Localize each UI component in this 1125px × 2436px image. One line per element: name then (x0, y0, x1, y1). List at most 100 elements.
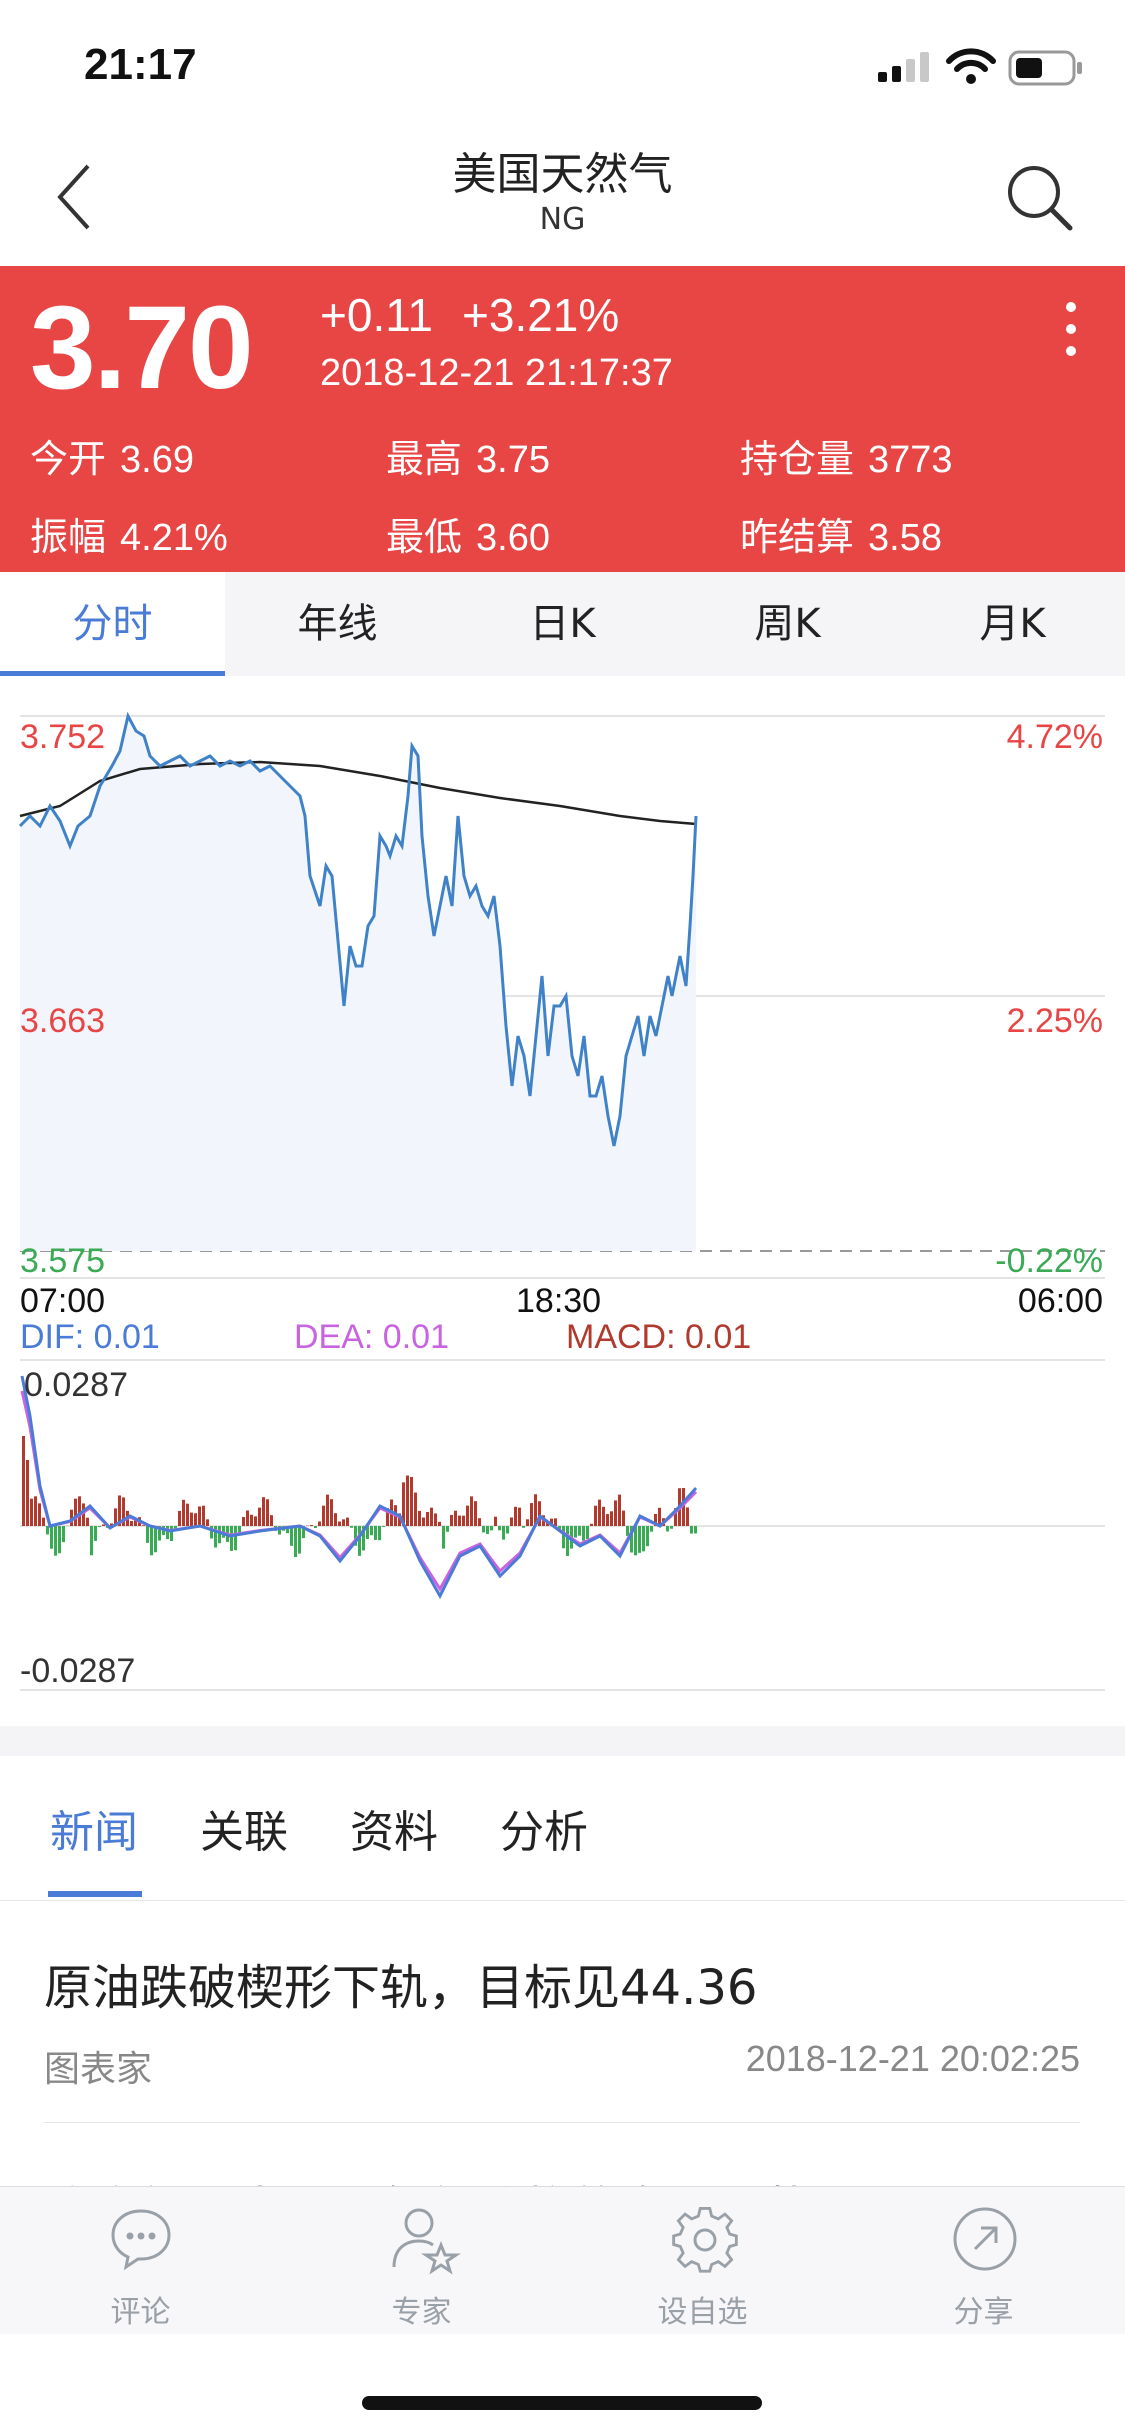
macd-bar (286, 1526, 289, 1534)
macd-bar (618, 1494, 621, 1526)
macd-bar (646, 1526, 649, 1547)
macd-bar (454, 1510, 457, 1526)
news-item-time: 2018-12-21 20:02:25 (745, 2038, 1080, 2079)
intraday-chart[interactable]: 3.752 3.663 3.575 4.72% 2.25% -0.22% 07:… (0, 676, 1125, 1726)
macd-bar (70, 1509, 73, 1526)
macd-bar (450, 1514, 453, 1526)
search-icon[interactable] (1004, 162, 1076, 234)
macd-bar (458, 1515, 461, 1526)
macd-bar (246, 1510, 249, 1526)
macd-bar (650, 1526, 653, 1532)
macd-bar (254, 1516, 257, 1526)
macd-bar (110, 1523, 113, 1526)
macd-bar (594, 1505, 597, 1526)
macd-bar (694, 1526, 697, 1534)
macd-bar (674, 1508, 677, 1526)
macd-bar (446, 1526, 449, 1532)
macd-bar (426, 1512, 429, 1526)
macd-bar (562, 1526, 565, 1549)
macd-bar (590, 1523, 593, 1526)
macd-bar (690, 1526, 693, 1534)
y-left-mid: 3.663 (20, 1002, 106, 1040)
share-icon (953, 2207, 1017, 2271)
quote-timestamp: 2018-12-21 21:17:37 (320, 352, 673, 394)
macd-bar (150, 1526, 153, 1556)
macd-bar (54, 1526, 57, 1556)
cellular-signal-icon (878, 52, 929, 82)
macd-bar (438, 1521, 441, 1526)
y-right-high: 4.72% (1006, 718, 1103, 756)
macd-bar (486, 1526, 489, 1535)
period-tabs: 分时 年线 日K 周K 月K (0, 572, 1125, 676)
macd-bar (666, 1526, 669, 1532)
macd-bar (466, 1505, 469, 1526)
macd-bar (538, 1501, 541, 1526)
macd-bar (322, 1505, 325, 1526)
macd-bar (478, 1518, 481, 1526)
stat-amplitude: 振幅 4.21% (30, 517, 228, 559)
tab-daily-k[interactable]: 日K (529, 601, 596, 647)
back-arrow-icon[interactable] (54, 162, 94, 232)
tab-weekly-k[interactable]: 周K (754, 601, 821, 647)
macd-bar (258, 1507, 261, 1526)
macd-bar (62, 1526, 65, 1543)
tab-news[interactable]: 新闻 (50, 1807, 138, 1858)
macd-bar (190, 1512, 193, 1526)
macd-bar (166, 1526, 169, 1540)
add-watchlist-button[interactable]: 设自选 (562, 2187, 843, 2335)
comment-button[interactable]: 评论 (0, 2187, 281, 2335)
macd-bar (610, 1511, 613, 1526)
page-subtitle: NG (539, 202, 586, 237)
macd-bar (318, 1521, 321, 1526)
macd-bar (422, 1517, 425, 1526)
macd-bar (230, 1526, 233, 1551)
stat-high: 最高 3.75 (386, 439, 550, 481)
macd-bar (206, 1519, 209, 1526)
macd-bar (242, 1517, 245, 1526)
macd-bar (530, 1503, 533, 1526)
price-change: +0.11 (320, 289, 433, 341)
macd-bar (178, 1510, 181, 1526)
macd-bar (442, 1526, 445, 1549)
comment-icon (111, 2209, 171, 2271)
macd-bar (198, 1506, 201, 1526)
home-indicator[interactable] (362, 2396, 762, 2410)
macd-bar (154, 1526, 157, 1553)
macd-bar (262, 1497, 265, 1526)
macd-bar (682, 1487, 685, 1526)
active-tab-indicator (48, 1891, 142, 1897)
tab-related[interactable]: 关联 (200, 1807, 288, 1858)
tab-intraday[interactable]: 分时 (0, 572, 225, 676)
macd-bar (642, 1526, 645, 1552)
macd-bar (510, 1517, 513, 1526)
macd-bar (362, 1526, 365, 1551)
macd-bar (74, 1498, 77, 1526)
macd-bar (386, 1508, 389, 1526)
add-watchlist-label: 设自选 (657, 2295, 748, 2330)
macd-bar (330, 1499, 333, 1526)
quote-panel: 3.70 +0.11 +3.21% 2018-12-21 21:17:37 今开… (0, 266, 1125, 572)
macd-bar (118, 1495, 121, 1526)
macd-bar (514, 1506, 517, 1526)
macd-bar (326, 1494, 329, 1526)
battery-icon (1008, 50, 1082, 86)
more-menu-icon[interactable] (1066, 302, 1080, 368)
stat-open-interest: 持仓量 3773 (740, 439, 953, 481)
macd-bar (606, 1514, 609, 1526)
expert-icon (392, 2208, 461, 2275)
tab-monthly-k[interactable]: 月K (979, 601, 1046, 647)
expert-button[interactable]: 专家 (281, 2187, 562, 2335)
tab-profile[interactable]: 资料 (350, 1807, 438, 1858)
news-item-title[interactable]: 原油跌破楔形下轨，目标见44.36 (44, 1960, 758, 2016)
macd-bar (170, 1526, 173, 1542)
tab-yearly[interactable]: 年线 (297, 601, 378, 647)
macd-bar (498, 1526, 501, 1531)
macd-bar (638, 1526, 641, 1553)
gear-icon (672, 2207, 738, 2273)
macd-bar (622, 1510, 625, 1526)
share-button[interactable]: 分享 (843, 2187, 1124, 2335)
macd-bar (350, 1526, 353, 1528)
macd-bar (158, 1526, 161, 1541)
tab-analysis[interactable]: 分析 (500, 1807, 588, 1858)
macd-bar (278, 1526, 281, 1535)
